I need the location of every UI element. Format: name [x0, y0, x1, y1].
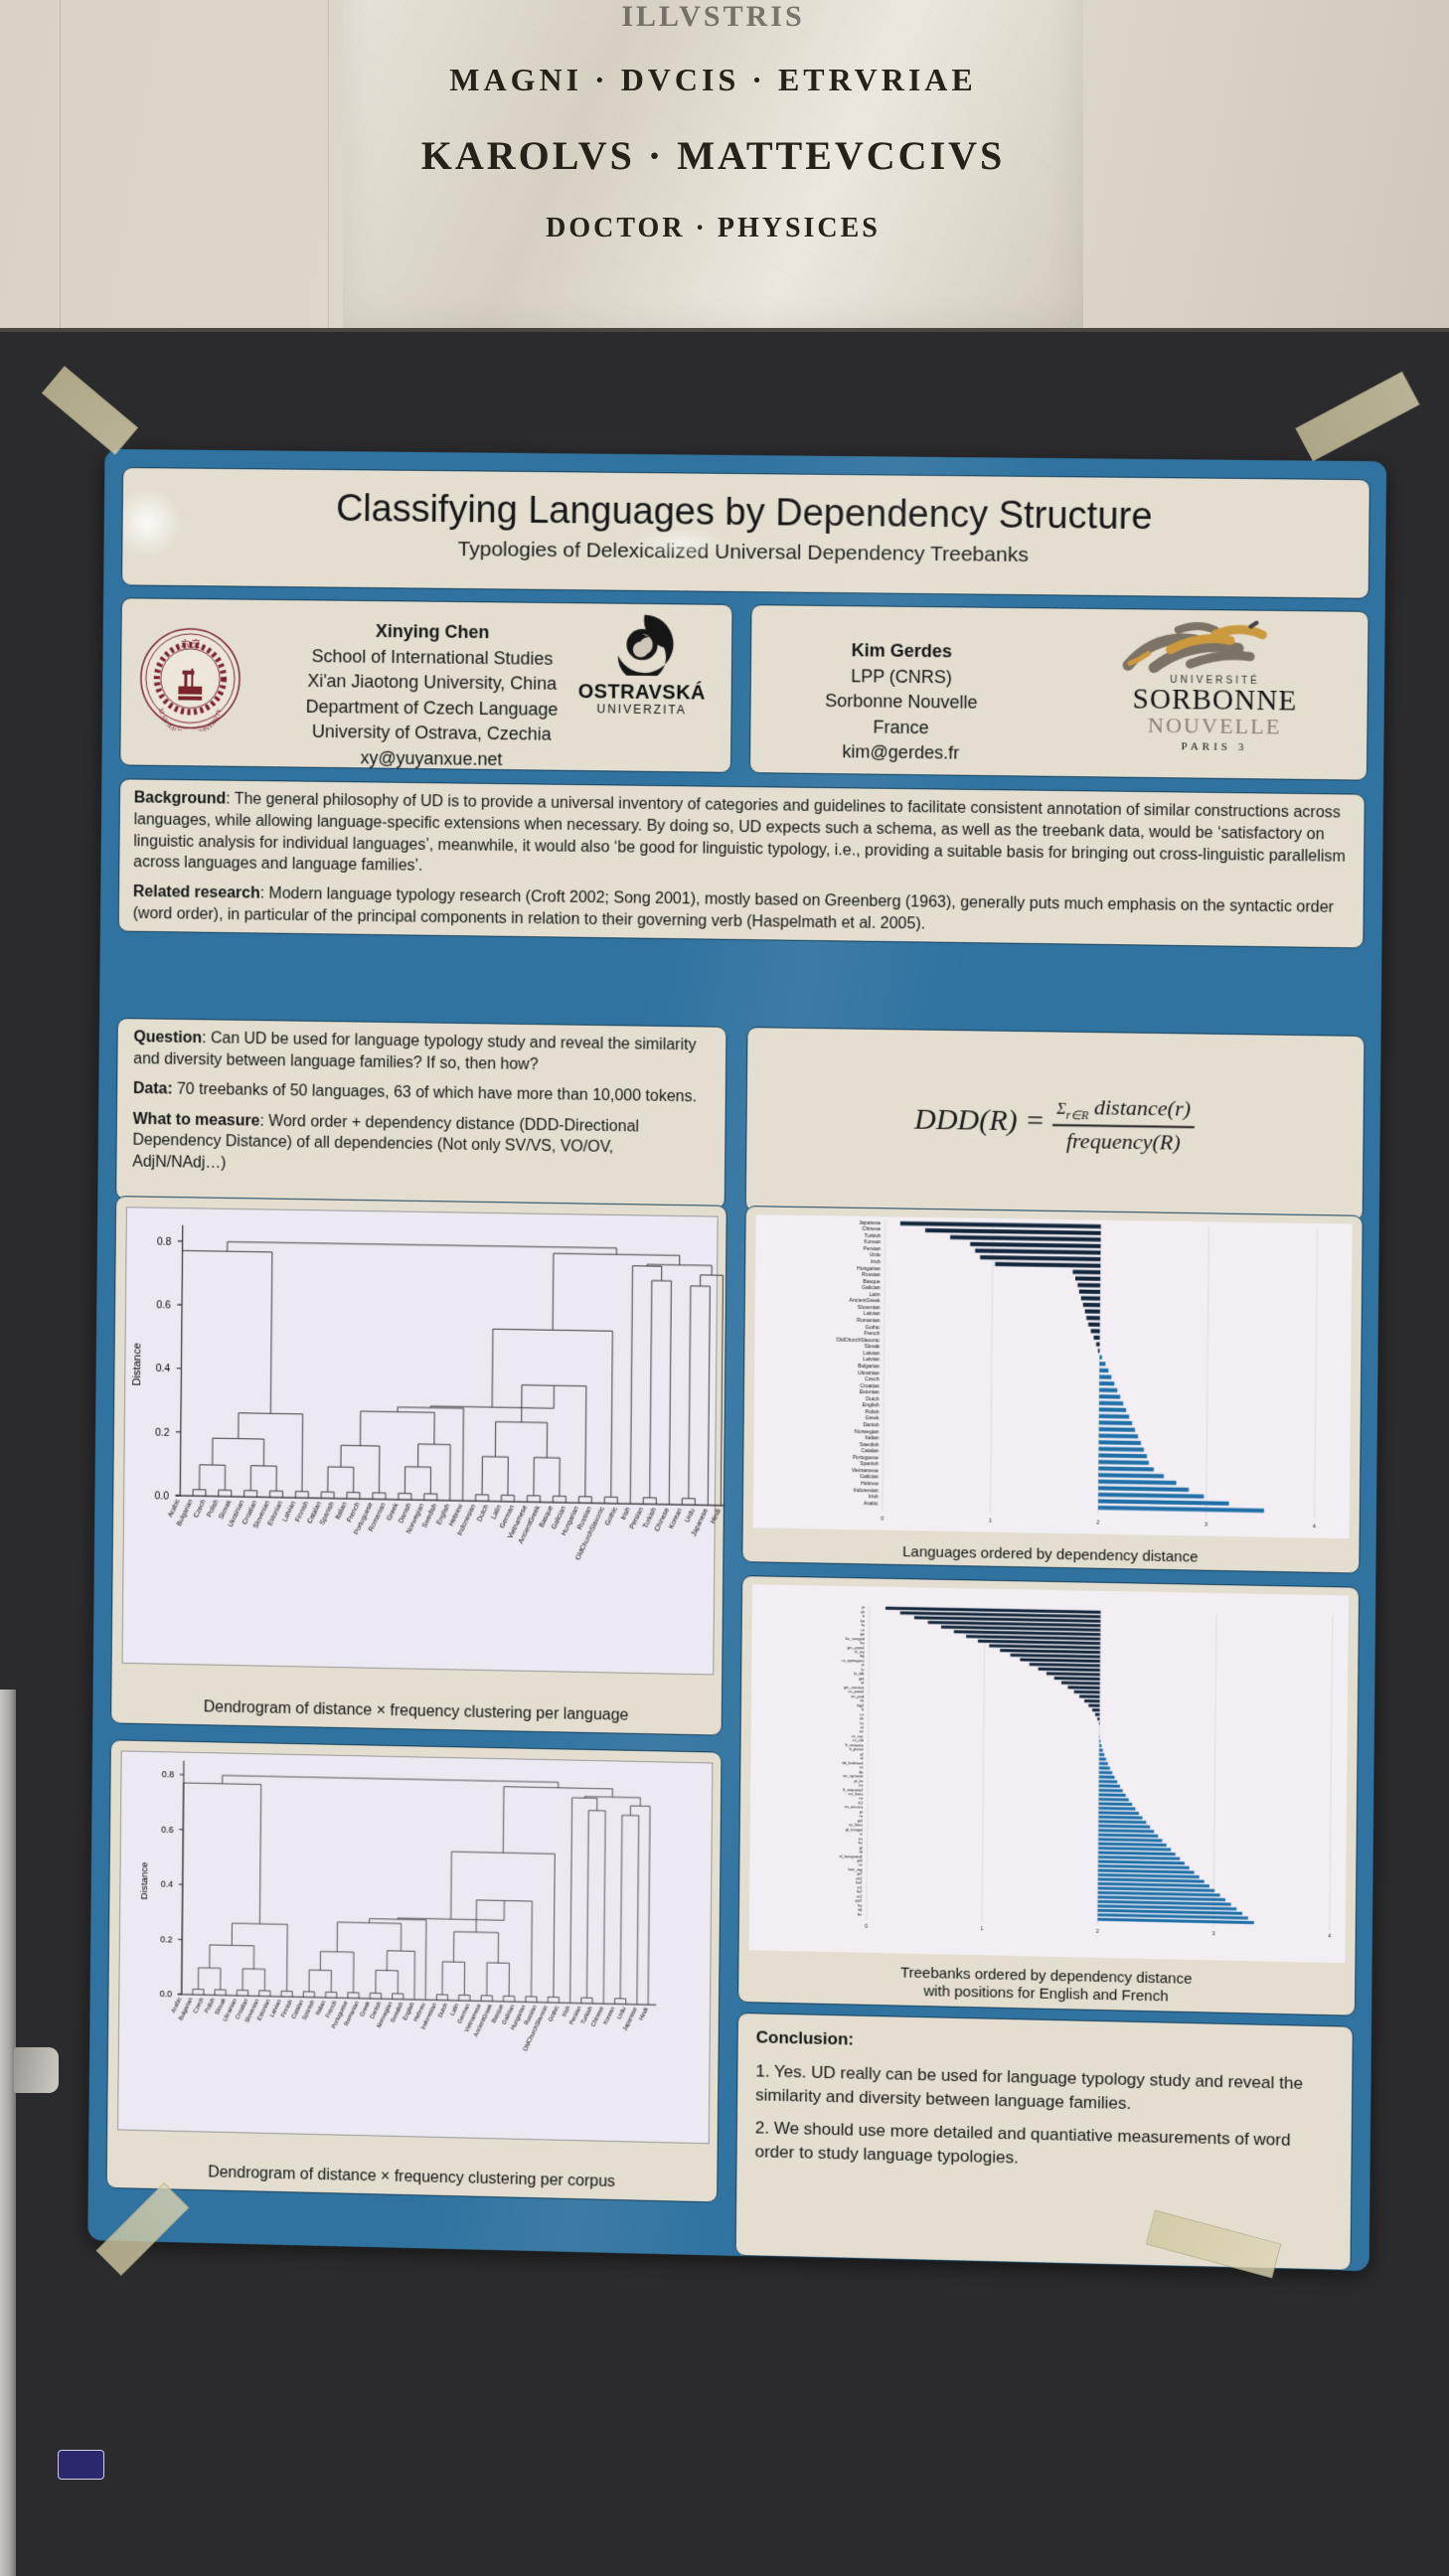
svg-text:Latin: Latin	[490, 1504, 503, 1521]
svg-text:Estonian: Estonian	[860, 1389, 880, 1395]
svg-text:Slovak: Slovak	[865, 1344, 881, 1350]
svg-text:Vietnamese: Vietnamese	[852, 1468, 879, 1475]
svg-text:Urdu: Urdu	[616, 2007, 627, 2020]
svg-text:Latin: Latin	[449, 2003, 460, 2016]
svg-text:Distance: Distance	[139, 1861, 150, 1899]
svg-text:Irish: Irish	[620, 1507, 632, 1522]
svg-text:0.0: 0.0	[159, 1990, 171, 2000]
svg-text:Polish: Polish	[865, 1409, 879, 1415]
svg-text:Czech: Czech	[865, 1376, 880, 1382]
svg-text:Croatian: Croatian	[860, 1383, 880, 1389]
svg-text:4: 4	[1313, 1524, 1317, 1530]
svg-text:French: French	[864, 1331, 880, 1337]
svg-text:Portuguese: Portuguese	[853, 1455, 879, 1461]
svg-text:0.8: 0.8	[161, 1769, 173, 1779]
svg-text:Urdu: Urdu	[870, 1253, 881, 1259]
svg-text:Arabic: Arabic	[864, 1501, 879, 1507]
svg-text:2: 2	[1096, 1520, 1099, 1526]
svg-text:Latvian: Latvian	[863, 1351, 880, 1357]
svg-text:Gothic: Gothic	[548, 2005, 561, 2022]
svg-text:Hindi: Hindi	[638, 2007, 649, 2021]
svg-text:Chinese: Chinese	[862, 1226, 881, 1232]
svg-text:Romanian: Romanian	[857, 1318, 881, 1324]
svg-text:Korean: Korean	[865, 1239, 882, 1245]
svg-text:Spanish: Spanish	[860, 1462, 879, 1468]
svg-text:3: 3	[1205, 1522, 1208, 1528]
svg-text:Galician: Galician	[860, 1475, 879, 1481]
svg-text:Greek: Greek	[865, 1416, 879, 1422]
svg-text:0.2: 0.2	[155, 1427, 170, 1438]
svg-text:Distance: Distance	[131, 1343, 143, 1386]
svg-text:English: English	[863, 1402, 880, 1408]
svg-text:Latvian: Latvian	[864, 1312, 881, 1318]
svg-text:Bulgarian: Bulgarian	[858, 1364, 880, 1369]
svg-text:Slovenian: Slovenian	[858, 1305, 881, 1311]
svg-text:Hebrew: Hebrew	[861, 1481, 879, 1487]
svg-text:0: 0	[865, 1924, 868, 1930]
svg-text:Gothic: Gothic	[865, 1325, 880, 1331]
svg-text:0.6: 0.6	[156, 1300, 171, 1311]
svg-text:Irish: Irish	[871, 1259, 881, 1265]
svg-text:Irish: Irish	[869, 1494, 879, 1500]
svg-text:Swedish: Swedish	[860, 1442, 880, 1448]
svg-text:Norwegian: Norwegian	[855, 1429, 880, 1435]
svg-text:Italian: Italian	[866, 1435, 880, 1441]
svg-text:2: 2	[1096, 1929, 1099, 1935]
svg-text:六 交: 六 交	[181, 638, 201, 649]
svg-text:be: be	[858, 1911, 862, 1916]
svg-text:Persian: Persian	[864, 1246, 882, 1252]
svg-text:Hindi: Hindi	[710, 1508, 723, 1526]
svg-text:1: 1	[980, 1927, 983, 1933]
svg-text:0.6: 0.6	[161, 1825, 173, 1835]
svg-text:0.4: 0.4	[156, 1364, 171, 1374]
svg-text:Gothic: Gothic	[604, 1506, 619, 1527]
svg-text:Catalan: Catalan	[861, 1448, 879, 1454]
svg-text:Galician: Galician	[862, 1285, 881, 1291]
svg-text:Danish: Danish	[863, 1422, 879, 1428]
svg-text:3: 3	[1211, 1932, 1214, 1938]
svg-text:AncientGreek: AncientGreek	[849, 1298, 881, 1305]
svg-text:0.4: 0.4	[160, 1879, 172, 1889]
svg-text:Ukrainian: Ukrainian	[858, 1370, 880, 1376]
svg-text:1: 1	[989, 1518, 992, 1524]
svg-text:Irish: Irish	[562, 2006, 571, 2018]
svg-text:Dutch: Dutch	[476, 1504, 490, 1523]
svg-text:Japanese: Japanese	[859, 1219, 881, 1225]
svg-text:0.8: 0.8	[157, 1236, 172, 1247]
svg-text:Latin: Latin	[869, 1292, 880, 1298]
svg-text:1896: 1896	[185, 700, 196, 706]
svg-text:Latvian: Latvian	[863, 1357, 880, 1363]
svg-text:Russian: Russian	[862, 1272, 881, 1278]
svg-text:0: 0	[881, 1516, 885, 1522]
svg-text:0.0: 0.0	[155, 1491, 170, 1502]
svg-text:0.2: 0.2	[160, 1934, 172, 1944]
svg-text:Dutch: Dutch	[866, 1396, 880, 1402]
svg-text:Hungarian: Hungarian	[857, 1265, 881, 1271]
svg-text:Turkish: Turkish	[865, 1233, 882, 1239]
svg-text:Urdu: Urdu	[684, 1508, 697, 1525]
svg-text:OldChurchSlavonic: OldChurchSlavonic	[836, 1337, 880, 1344]
svg-text:Indonesian: Indonesian	[854, 1488, 879, 1494]
svg-text:Basque: Basque	[863, 1279, 881, 1285]
svg-text:4: 4	[1328, 1934, 1331, 1940]
svg-text:Dutch: Dutch	[437, 2003, 449, 2019]
